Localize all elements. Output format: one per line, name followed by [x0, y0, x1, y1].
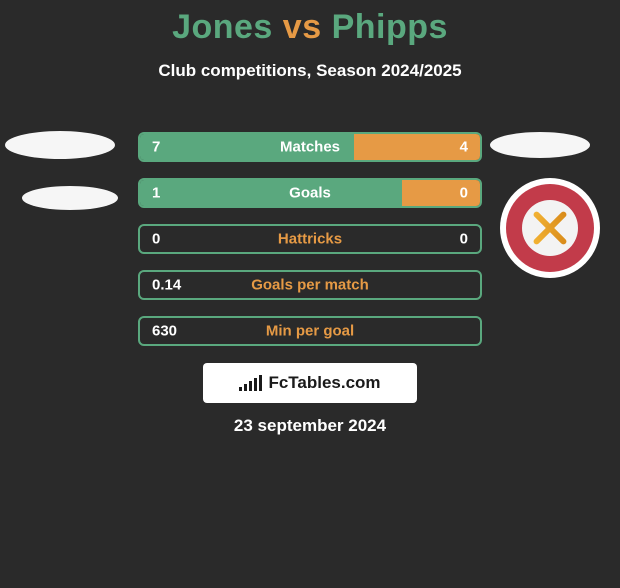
date-text: 23 september 2024 — [0, 416, 620, 436]
player1-name: Jones — [172, 8, 273, 46]
left-club-shape-1 — [5, 131, 115, 159]
stat-value-right: 0 — [460, 185, 468, 202]
stat-label: Goals per match — [251, 277, 369, 294]
branding-bars-icon — [239, 375, 262, 391]
stat-fill-left — [140, 180, 402, 206]
stat-label: Hattricks — [278, 231, 342, 248]
branding-bar — [244, 384, 247, 391]
branding-badge: FcTables.com — [203, 363, 417, 403]
stat-value-left: 0.14 — [152, 277, 181, 294]
player2-name: Phipps — [332, 8, 448, 46]
right-club-shape — [490, 132, 590, 158]
crest-inner — [522, 200, 578, 256]
stat-fill-right — [402, 180, 480, 206]
stat-label: Min per goal — [266, 323, 354, 340]
stat-row: 7 4 Matches — [138, 132, 482, 162]
stat-value-right: 0 — [460, 231, 468, 248]
stat-value-right: 4 — [460, 139, 468, 156]
stat-row: 630 Min per goal — [138, 316, 482, 346]
vs-word: vs — [283, 8, 322, 46]
stat-value-left: 7 — [152, 139, 160, 156]
subtitle: Club competitions, Season 2024/2025 — [0, 61, 620, 81]
stat-value-left: 630 — [152, 323, 177, 340]
stat-label: Goals — [289, 185, 331, 202]
right-club-crest — [500, 178, 600, 278]
comparison-widget: Jones vs Phipps Club competitions, Seaso… — [0, 8, 620, 81]
branding-bar — [259, 375, 262, 391]
title: Jones vs Phipps — [0, 8, 620, 47]
branding-text: FcTables.com — [268, 373, 380, 393]
crest-cross-icon — [530, 208, 570, 248]
stat-row: 0.14 Goals per match — [138, 270, 482, 300]
branding-bar — [239, 387, 242, 391]
left-club-shape-2 — [22, 186, 118, 210]
stat-value-left: 0 — [152, 231, 160, 248]
stat-row: 0 0 Hattricks — [138, 224, 482, 254]
branding-bar — [254, 378, 257, 391]
stat-row: 1 0 Goals — [138, 178, 482, 208]
stat-label: Matches — [280, 139, 340, 156]
branding-bar — [249, 381, 252, 391]
stat-rows: 7 4 Matches 1 0 Goals 0 0 Hattricks 0.14 Goals per… — [138, 132, 482, 362]
stat-value-left: 1 — [152, 185, 160, 202]
